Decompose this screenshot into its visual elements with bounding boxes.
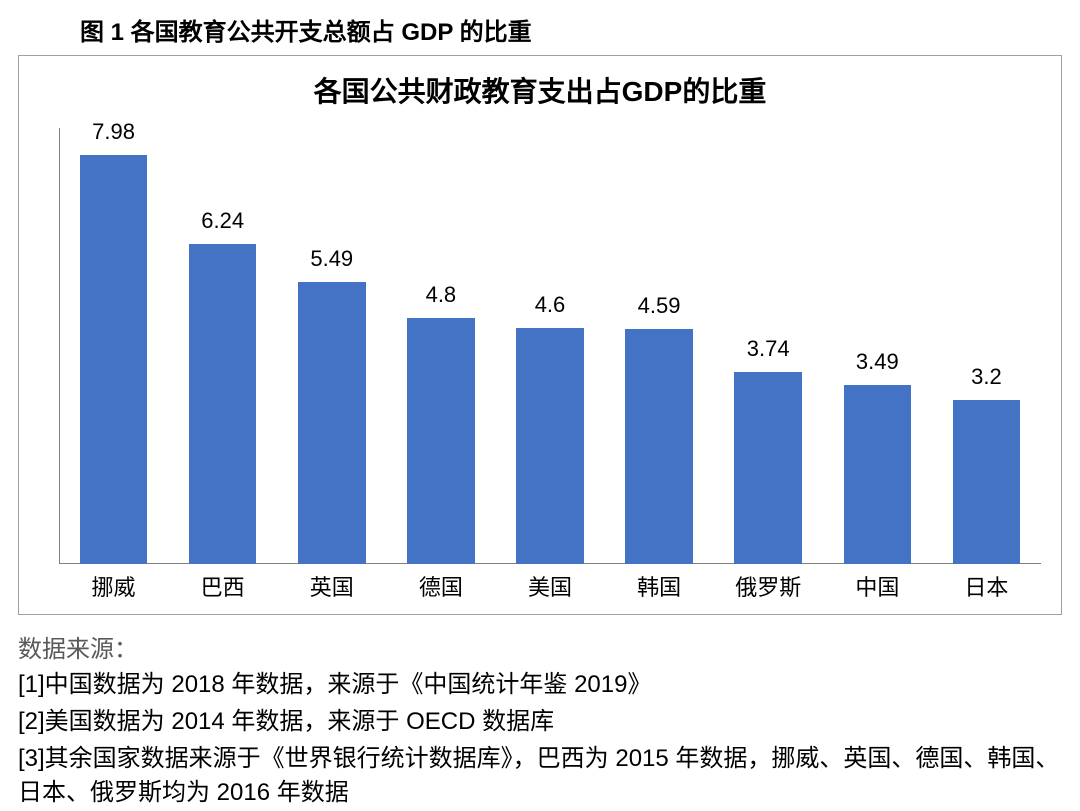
x-axis-label: 韩国	[605, 570, 714, 602]
bar-slot: 3.2	[932, 128, 1041, 564]
source-line: [1]中国数据为 2018 年数据，来源于《中国统计年鉴 2019》	[18, 668, 1062, 703]
bar: 3.49	[844, 385, 912, 564]
bar-slot: 4.8	[386, 128, 495, 564]
source-lines: [1]中国数据为 2018 年数据，来源于《中国统计年鉴 2019》[2]美国数…	[18, 668, 1062, 811]
bar-slot: 3.49	[823, 128, 932, 564]
x-axis-label: 中国	[823, 570, 932, 602]
bar-slot: 7.98	[59, 128, 168, 564]
bar-value-label: 4.59	[638, 293, 681, 319]
bar: 5.49	[298, 282, 366, 564]
chart-frame: 各国公共财政教育支出占GDP的比重 7.98 6.24 5.49 4.8 4.6 4.59…	[18, 55, 1062, 615]
bar: 4.59	[625, 329, 693, 564]
x-axis-label: 俄罗斯	[714, 570, 823, 602]
source-line: [2]美国数据为 2014 年数据，来源于 OECD 数据库	[18, 705, 1062, 740]
bar-value-label: 6.24	[201, 208, 244, 234]
chart-title: 各国公共财政教育支出占GDP的比重	[19, 70, 1061, 110]
bar-value-label: 7.98	[92, 119, 135, 145]
x-axis-label: 德国	[386, 570, 495, 602]
x-axis-label: 挪威	[59, 570, 168, 602]
source-line: [3]其余国家数据来源于《世界银行统计数据库》，巴西为 2015 年数据，挪威、…	[18, 742, 1062, 811]
bar-slot: 4.59	[605, 128, 714, 564]
bar-value-label: 5.49	[310, 246, 353, 272]
bar-value-label: 4.6	[535, 292, 566, 318]
bar-slot: 5.49	[277, 128, 386, 564]
bar-slot: 6.24	[168, 128, 277, 564]
x-axis-label: 英国	[277, 570, 386, 602]
bar-value-label: 4.8	[426, 282, 457, 308]
source-heading: 数据来源：	[18, 629, 1062, 664]
plot-area: 7.98 6.24 5.49 4.8 4.6 4.59 3.74 3.49 3.2	[59, 128, 1041, 564]
x-axis-label: 日本	[932, 570, 1041, 602]
bar: 6.24	[189, 244, 257, 564]
bar: 4.6	[516, 328, 584, 564]
x-axis-label: 美国	[495, 570, 604, 602]
bar: 3.74	[734, 372, 802, 564]
data-source: 数据来源： [1]中国数据为 2018 年数据，来源于《中国统计年鉴 2019》…	[18, 629, 1062, 811]
x-axis-labels: 挪威巴西英国德国美国韩国俄罗斯中国日本	[59, 570, 1041, 614]
bars-container: 7.98 6.24 5.49 4.8 4.6 4.59 3.74 3.49 3.2	[59, 128, 1041, 564]
bar: 7.98	[80, 155, 148, 564]
figure-caption: 图 1 各国教育公共开支总额占 GDP 的比重	[80, 12, 1062, 47]
bar-value-label: 3.49	[856, 349, 899, 375]
x-axis-label: 巴西	[168, 570, 277, 602]
bar: 3.2	[953, 400, 1021, 564]
bar-value-label: 3.74	[747, 336, 790, 362]
bar-value-label: 3.2	[971, 364, 1002, 390]
bar-slot: 4.6	[495, 128, 604, 564]
bar-slot: 3.74	[714, 128, 823, 564]
bar: 4.8	[407, 318, 475, 564]
